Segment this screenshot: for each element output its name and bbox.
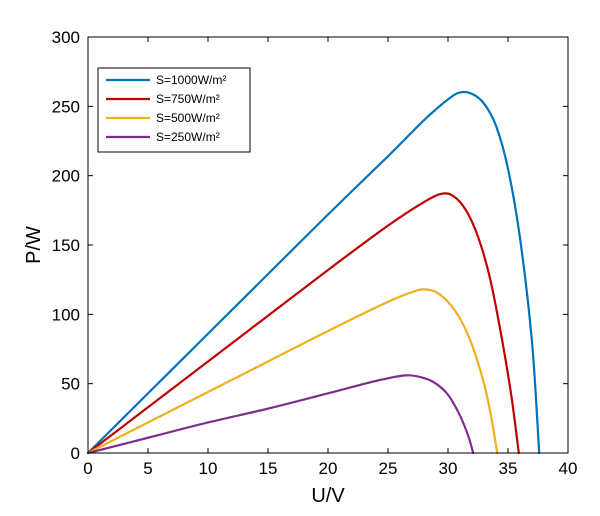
y-tick-label: 50 [61, 375, 80, 394]
y-tick-label: 100 [52, 305, 80, 324]
legend-label-2: S=750W/m² [156, 92, 220, 106]
series-line-1 [86, 90, 541, 455]
legend-label-4: S=250W/m² [156, 130, 220, 144]
x-tick-label: 35 [499, 459, 518, 478]
x-tick-label: 25 [379, 459, 398, 478]
x-tick-label: 20 [319, 459, 338, 478]
plot-area: 0 5 10 15 20 25 30 35 40 0 50 100 150 200 250 300 [52, 28, 578, 478]
series-line-2 [86, 192, 520, 455]
x-tick-label: 30 [439, 459, 458, 478]
x-tick-label: 5 [143, 459, 152, 478]
x-axis-label: U/V [311, 485, 345, 507]
y-tick-label: 250 [52, 97, 80, 116]
y-tick-label: 150 [52, 236, 80, 255]
x-tick-label: 40 [559, 459, 578, 478]
y-axis-label: P/W [23, 226, 45, 264]
y-tick-label: 200 [52, 167, 80, 186]
series-line-4 [86, 374, 475, 455]
x-tick-label: 15 [259, 459, 278, 478]
legend-label-3: S=500W/m² [156, 111, 220, 125]
x-tick-label: 0 [83, 459, 92, 478]
y-tick-label: 0 [71, 444, 80, 463]
legend-label-1: S=1000W/m² [156, 73, 226, 87]
legend: S=1000W/m² S=750W/m² S=500W/m² S=250W/m² [97, 67, 251, 153]
x-tick-label: 10 [199, 459, 218, 478]
series-line-3 [86, 288, 499, 455]
y-tick-label: 300 [52, 28, 80, 47]
